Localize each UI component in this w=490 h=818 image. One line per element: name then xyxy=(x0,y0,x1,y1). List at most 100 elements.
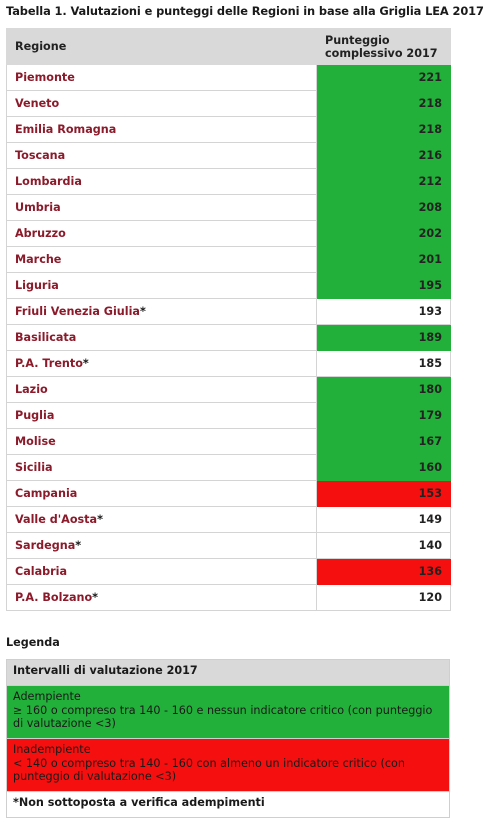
region-score: 195 xyxy=(316,272,451,299)
table-row: Molise 167 xyxy=(6,428,451,455)
not-verified-marker: * xyxy=(92,591,99,604)
region-name: Abruzzo xyxy=(6,220,317,247)
region-score: 208 xyxy=(316,194,451,221)
legend-adempiente: Adempiente ≥ 160 o compreso tra 140 - 16… xyxy=(6,685,450,739)
region-name: Basilicata xyxy=(6,324,317,351)
region-name: Piemonte xyxy=(6,64,317,91)
legend-adempiente-title: Adempiente xyxy=(13,690,81,703)
region-score: 120 xyxy=(316,584,451,611)
region-label: Basilicata xyxy=(15,331,77,344)
table-row: Sardegna* 140 xyxy=(6,532,451,559)
table-row: Valle d'Aosta* 149 xyxy=(6,506,451,533)
region-score: 167 xyxy=(316,428,451,455)
region-score: 180 xyxy=(316,376,451,403)
legend-table: Intervalli di valutazione 2017 Adempient… xyxy=(6,659,450,818)
region-label: Marche xyxy=(15,253,62,266)
header-score: Punteggio complessivo 2017 xyxy=(316,28,451,65)
region-score: 193 xyxy=(316,298,451,325)
region-score: 201 xyxy=(316,246,451,273)
region-score: 189 xyxy=(316,324,451,351)
region-label: Umbria xyxy=(15,201,61,214)
table-row: Lazio 180 xyxy=(6,376,451,403)
region-name: Marche xyxy=(6,246,317,273)
not-verified-marker: * xyxy=(82,357,89,370)
lea-scores-table: Regione Punteggio complessivo 2017 Piemo… xyxy=(6,28,451,611)
table-row: Basilicata 189 xyxy=(6,324,451,351)
region-name: P.A. Bolzano* xyxy=(6,584,317,611)
region-name: Sardegna* xyxy=(6,532,317,559)
region-label: Sardegna xyxy=(15,539,76,552)
region-label: Campania xyxy=(15,487,78,500)
legend-title: Legenda xyxy=(6,636,60,649)
region-name: Veneto xyxy=(6,90,317,117)
region-name: Molise xyxy=(6,428,317,455)
region-score: 160 xyxy=(316,454,451,481)
region-label: Sicilia xyxy=(15,461,53,474)
table-row: Friuli Venezia Giulia* 193 xyxy=(6,298,451,325)
region-label: P.A. Trento xyxy=(15,357,83,370)
not-verified-marker: * xyxy=(97,513,103,526)
region-score: 202 xyxy=(316,220,451,247)
table-row: Marche 201 xyxy=(6,246,451,273)
region-name: Liguria xyxy=(6,272,317,299)
region-score: 218 xyxy=(316,116,451,143)
region-name: Puglia xyxy=(6,402,317,429)
region-score: 221 xyxy=(316,64,451,91)
region-label: Lazio xyxy=(15,383,48,396)
not-verified-marker: * xyxy=(75,539,82,552)
region-name: P.A. Trento* xyxy=(6,350,317,377)
table-row: Sicilia 160 xyxy=(6,454,451,481)
table-header-row: Regione Punteggio complessivo 2017 xyxy=(6,28,451,65)
table-row: Veneto 218 xyxy=(6,90,451,117)
region-label: Molise xyxy=(15,435,56,448)
region-label: Liguria xyxy=(15,279,59,292)
region-name: Friuli Venezia Giulia* xyxy=(6,298,317,325)
region-score: 136 xyxy=(316,558,451,585)
region-name: Umbria xyxy=(6,194,317,221)
table-row: P.A. Bolzano* 120 xyxy=(6,584,451,611)
region-name: Campania xyxy=(6,480,317,507)
header-score-line1: Punteggio xyxy=(325,34,390,47)
table-row: Puglia 179 xyxy=(6,402,451,429)
legend-inadempiente-text: < 140 o compreso tra 140 - 160 con almen… xyxy=(13,756,405,784)
region-name: Calabria xyxy=(6,558,317,585)
legend-inadempiente-title: Inadempiente xyxy=(13,743,91,756)
table-row: Abruzzo 202 xyxy=(6,220,451,247)
table-row: Campania 153 xyxy=(6,480,451,507)
region-label: Toscana xyxy=(15,149,66,162)
region-label: Piemonte xyxy=(15,71,75,84)
region-name: Lombardia xyxy=(6,168,317,195)
legend-header: Intervalli di valutazione 2017 xyxy=(6,659,450,686)
region-name: Toscana xyxy=(6,142,317,169)
region-label: Emilia Romagna xyxy=(15,123,117,136)
table-row: Lombardia 212 xyxy=(6,168,451,195)
region-name: Emilia Romagna xyxy=(6,116,317,143)
legend-inadempiente: Inadempiente < 140 o compreso tra 140 - … xyxy=(6,738,450,792)
region-score: 216 xyxy=(316,142,451,169)
legend-note: *Non sottoposta a verifica adempimenti xyxy=(6,791,450,818)
table-row: Piemonte 221 xyxy=(6,64,451,91)
region-score: 218 xyxy=(316,90,451,117)
table-row: Calabria 136 xyxy=(6,558,451,585)
region-score: 179 xyxy=(316,402,451,429)
region-name: Sicilia xyxy=(6,454,317,481)
region-score: 185 xyxy=(316,350,451,377)
header-region: Regione xyxy=(6,28,317,65)
region-label: Valle d'Aosta xyxy=(15,513,98,526)
region-label: Friuli Venezia Giulia xyxy=(15,305,140,318)
legend-adempiente-text: ≥ 160 o compreso tra 140 - 160 e nessun … xyxy=(13,703,433,731)
table-row: Toscana 216 xyxy=(6,142,451,169)
region-label: Abruzzo xyxy=(15,227,66,240)
table-row: Liguria 195 xyxy=(6,272,451,299)
table-row: Umbria 208 xyxy=(6,194,451,221)
region-score: 153 xyxy=(316,480,451,507)
region-label: Lombardia xyxy=(15,175,82,188)
region-label: P.A. Bolzano xyxy=(15,591,93,604)
region-label: Calabria xyxy=(15,565,68,578)
region-name: Lazio xyxy=(6,376,317,403)
table-row: Emilia Romagna 218 xyxy=(6,116,451,143)
region-score: 212 xyxy=(316,168,451,195)
region-name: Valle d'Aosta* xyxy=(6,506,317,533)
header-score-line2: complessivo 2017 xyxy=(325,47,438,60)
region-score: 149 xyxy=(316,506,451,533)
